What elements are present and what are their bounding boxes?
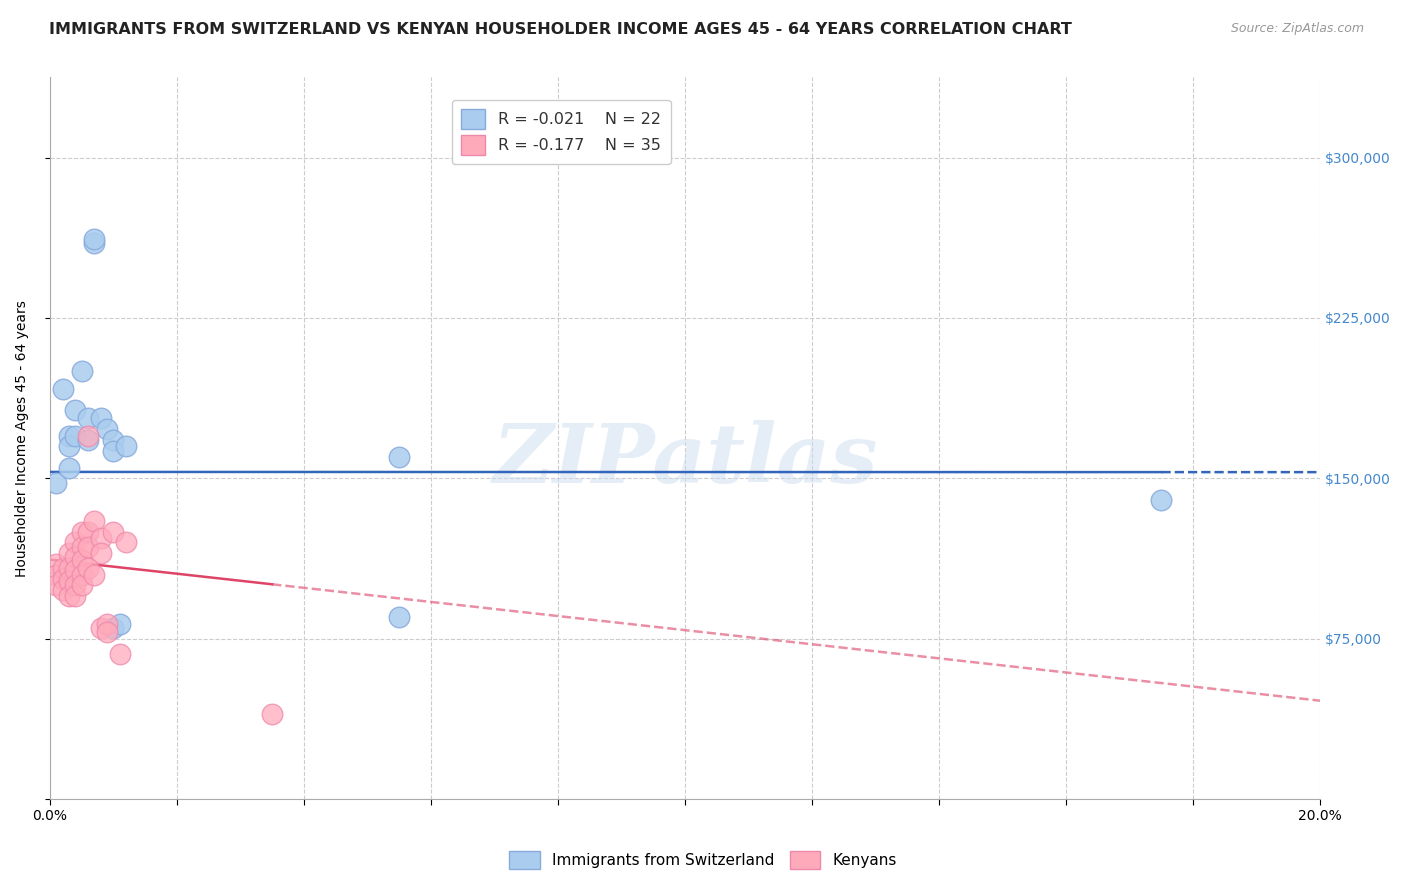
Point [103,443,125,458]
Point [51,561,73,575]
Point [65,589,87,603]
Point [388,450,411,464]
Point [108,647,131,661]
Point [65,535,87,549]
Point [45,578,67,592]
Point [45,557,67,571]
Point [83,232,105,246]
Point [65,550,87,565]
Point [77,540,100,554]
Point [77,433,100,447]
Point [1150,492,1173,507]
Point [115,439,138,453]
Legend: Immigrants from Switzerland, Kenyans: Immigrants from Switzerland, Kenyans [503,845,903,875]
Point [58,561,80,575]
Point [58,589,80,603]
Point [103,433,125,447]
Point [51,382,73,396]
Point [58,428,80,442]
Legend: R = -0.021    N = 22, R = -0.177    N = 35: R = -0.021 N = 22, R = -0.177 N = 35 [451,100,671,164]
Point [90,621,112,635]
Point [90,546,112,560]
Point [262,706,284,721]
Point [90,411,112,425]
Point [65,428,87,442]
Point [65,403,87,417]
Point [58,460,80,475]
Point [83,236,105,251]
Point [83,567,105,582]
Point [45,475,67,490]
Point [77,524,100,539]
Point [70,524,93,539]
Point [103,621,125,635]
Point [58,546,80,560]
Y-axis label: Householder Income Ages 45 - 64 years: Householder Income Ages 45 - 64 years [15,300,30,577]
Point [70,578,93,592]
Point [77,561,100,575]
Text: Source: ZipAtlas.com: Source: ZipAtlas.com [1230,22,1364,36]
Point [58,439,80,453]
Point [115,535,138,549]
Point [77,428,100,442]
Point [388,610,411,624]
Point [103,524,125,539]
Point [65,563,87,577]
Point [70,567,93,582]
Point [90,531,112,545]
Point [83,514,105,528]
Point [51,582,73,597]
Point [108,616,131,631]
Point [70,540,93,554]
Point [77,411,100,425]
Point [70,364,93,378]
Point [51,572,73,586]
Point [96,422,118,436]
Point [96,625,118,640]
Text: IMMIGRANTS FROM SWITZERLAND VS KENYAN HOUSEHOLDER INCOME AGES 45 - 64 YEARS CORR: IMMIGRANTS FROM SWITZERLAND VS KENYAN HO… [49,22,1073,37]
Point [96,616,118,631]
Text: ZIPatlas: ZIPatlas [492,420,877,500]
Point [65,578,87,592]
Point [58,574,80,588]
Point [45,567,67,582]
Point [70,552,93,566]
